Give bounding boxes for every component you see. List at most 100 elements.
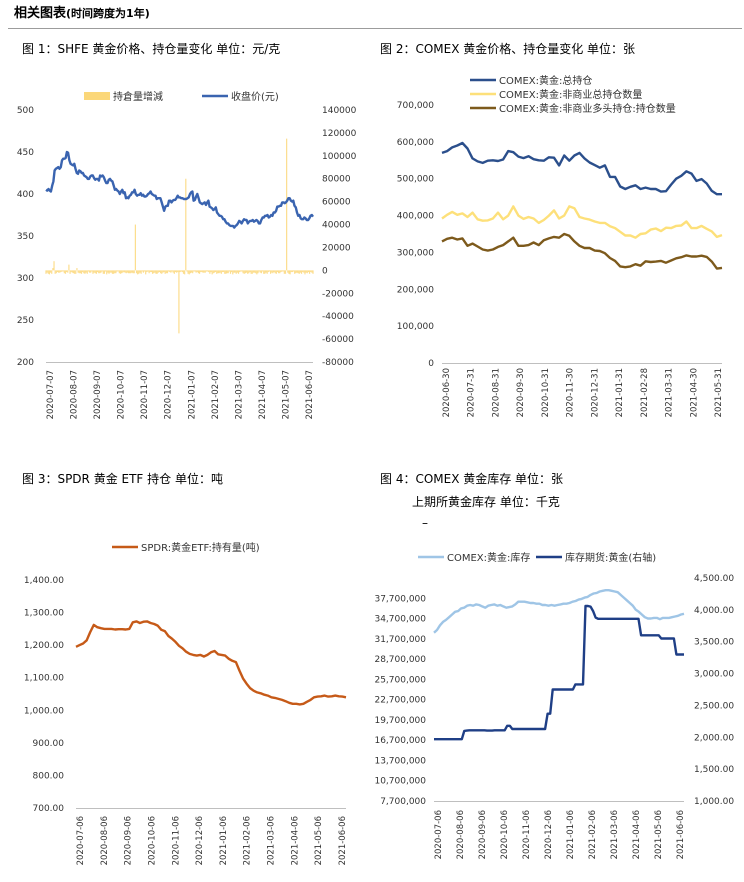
c1-open-interest-bar bbox=[90, 270, 92, 273]
c1-open-interest-bar bbox=[240, 270, 242, 272]
c1-open-interest-bar bbox=[219, 270, 221, 273]
c1-y-tick-label: 350 bbox=[17, 232, 34, 242]
c1-open-interest-bar bbox=[192, 270, 194, 274]
c1-open-interest-bar bbox=[188, 270, 190, 275]
c1-open-interest-bar bbox=[194, 270, 196, 272]
c1-open-interest-bar bbox=[275, 270, 277, 274]
c1-open-interest-bar bbox=[156, 270, 158, 274]
c1-open-interest-bar bbox=[267, 270, 269, 273]
c1-open-interest-bar bbox=[233, 270, 235, 273]
c1-x-tick-label: 2021-03-07 bbox=[234, 370, 244, 419]
c3-legend-label: SPDR:黄金ETF:持有量(吨) bbox=[141, 541, 260, 554]
c2-x-tick-label: 2021-05-31 bbox=[714, 368, 724, 417]
c1-open-interest-bar bbox=[203, 270, 205, 273]
c1-open-interest-bar bbox=[272, 270, 274, 274]
c4-y-tick-label: 19,700,000 bbox=[374, 716, 426, 726]
c1-open-interest-bar bbox=[54, 270, 56, 274]
c1-open-interest-bar bbox=[135, 270, 138, 274]
c1-open-interest-bar bbox=[261, 270, 264, 272]
c1-open-interest-bar bbox=[165, 270, 167, 274]
c1-open-interest-bar bbox=[53, 261, 55, 271]
c1-open-interest-bar bbox=[271, 270, 273, 273]
c1-open-interest-bar bbox=[224, 270, 226, 274]
c4-x-tick-label: 2021-04-06 bbox=[632, 810, 642, 859]
c1-open-interest-bar bbox=[86, 270, 88, 274]
c3-x-tick-label: 2021-02-06 bbox=[243, 816, 253, 865]
c1-open-interest-bar bbox=[198, 270, 201, 274]
c1-open-interest-bar bbox=[74, 270, 76, 274]
c1-open-interest-bar bbox=[264, 270, 266, 274]
c1-open-interest-bar bbox=[281, 270, 283, 272]
c1-x-tick-label: 2020-10-07 bbox=[117, 370, 127, 419]
c1-open-interest-bar bbox=[115, 270, 117, 274]
c4-y-tick-label: 22,700,000 bbox=[374, 696, 426, 706]
c1-open-interest-bar bbox=[113, 270, 115, 274]
c3-y-tick-label: 1,400.00 bbox=[24, 576, 64, 586]
c1-open-interest-bar bbox=[184, 270, 186, 275]
chart-4-inventories: 37,700,000 34,700,000 31,700,000 28,700,000… bbox=[374, 551, 734, 859]
c4-x-tick-label: 2020-07-06 bbox=[434, 810, 444, 859]
c2-x-tick-label: 2021-02-28 bbox=[640, 368, 650, 417]
c1-open-interest-bar bbox=[296, 270, 298, 273]
c1-open-interest-bar bbox=[159, 270, 162, 274]
c1-open-interest-bar bbox=[103, 270, 106, 274]
c4-y2-tick-label: 1,500.00 bbox=[694, 765, 734, 775]
c4-y-tick-label: 16,700,000 bbox=[374, 736, 426, 746]
c4-series-0-line bbox=[433, 588, 685, 634]
c1-open-interest-bar bbox=[218, 270, 220, 274]
c2-x-tick-label: 2020-11-30 bbox=[566, 368, 576, 417]
c1-open-interest-bar bbox=[172, 270, 174, 273]
dash-mark: – bbox=[422, 516, 428, 530]
c1-open-interest-bar bbox=[185, 178, 187, 271]
c1-open-interest-bar bbox=[225, 270, 227, 274]
c1-open-interest-bar bbox=[110, 270, 112, 273]
c1-open-interest-bar bbox=[231, 270, 233, 273]
c1-open-interest-bar bbox=[76, 268, 78, 271]
c4-y2-tick-label: 4,500.00 bbox=[694, 574, 734, 584]
c1-open-interest-bar bbox=[312, 270, 314, 274]
c1-series-1-line bbox=[45, 150, 314, 229]
c1-open-interest-bar bbox=[52, 268, 54, 271]
c1-open-interest-bar bbox=[304, 270, 306, 275]
c4-y2-tick-label: 4,000.00 bbox=[694, 606, 734, 616]
c1-open-interest-bar bbox=[310, 270, 312, 273]
c1-open-interest-bar bbox=[130, 270, 132, 274]
c1-open-interest-bar bbox=[308, 270, 311, 274]
c1-open-interest-bar bbox=[195, 270, 197, 273]
c1-open-interest-bar bbox=[279, 270, 281, 274]
c1-open-interest-bar bbox=[116, 270, 118, 272]
c1-x-tick-label: 2021-06-07 bbox=[305, 370, 315, 419]
c1-open-interest-bar bbox=[235, 270, 237, 274]
c1-open-interest-bar bbox=[257, 270, 259, 274]
c1-open-interest-bar bbox=[45, 270, 47, 274]
c1-open-interest-bar bbox=[247, 270, 249, 274]
c1-open-interest-bar bbox=[80, 270, 83, 274]
c1-open-interest-bar bbox=[148, 270, 150, 274]
c1-open-interest-bar bbox=[302, 270, 304, 273]
c1-open-interest-bar bbox=[96, 270, 99, 273]
c1-open-interest-bar bbox=[212, 270, 214, 274]
c4-series-1-line bbox=[434, 604, 684, 741]
c2-y-tick-label: 700,000 bbox=[397, 101, 434, 111]
c1-y2-tick-label: 120000 bbox=[322, 129, 357, 139]
c1-open-interest-bar bbox=[141, 270, 143, 272]
chart-4-caption-secondary: 上期所黄金库存 单位：千克 bbox=[412, 495, 560, 509]
c4-x-tick-label: 2020-08-06 bbox=[456, 810, 466, 859]
c1-open-interest-bar bbox=[153, 270, 155, 274]
c1-open-interest-bar bbox=[114, 270, 116, 274]
c1-open-interest-bar bbox=[147, 270, 149, 272]
c3-x-tick-label: 2021-05-06 bbox=[314, 816, 324, 865]
c1-open-interest-bar bbox=[216, 270, 218, 274]
c3-y-tick-label: 1,300.00 bbox=[24, 609, 64, 619]
c1-open-interest-bar bbox=[64, 270, 67, 274]
c1-open-interest-bar bbox=[299, 270, 301, 273]
c4-y-tick-label: 7,700,000 bbox=[380, 797, 426, 807]
c3-y-tick-label: 800.00 bbox=[33, 771, 65, 781]
c1-open-interest-bar bbox=[157, 270, 159, 273]
c3-x-tick-label: 2020-07-06 bbox=[76, 816, 86, 865]
c1-y2-tick-label: 60000 bbox=[322, 198, 351, 208]
c1-open-interest-bar bbox=[151, 270, 154, 274]
c4-x-tick-label: 2020-12-06 bbox=[544, 810, 554, 859]
c4-x-tick-label: 2021-01-06 bbox=[566, 810, 576, 859]
c1-open-interest-bar bbox=[140, 270, 142, 274]
